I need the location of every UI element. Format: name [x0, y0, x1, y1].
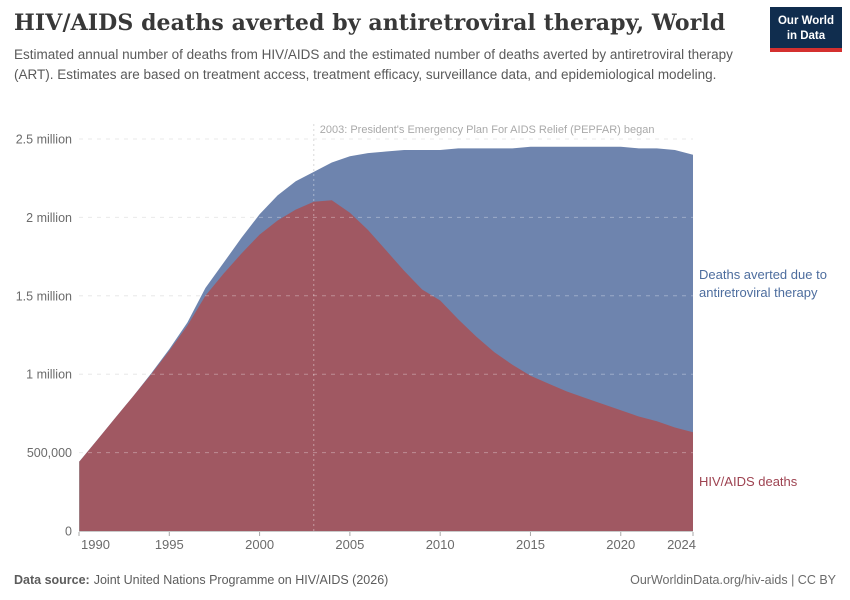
owid-logo: Our World in Data — [769, 7, 842, 52]
y-axis-label: 500,000 — [27, 446, 72, 460]
data-source: Data source: Joint United Nations Program… — [14, 573, 388, 587]
attribution: OurWorldinData.org/hiv-aids | CC BY — [630, 573, 836, 587]
x-axis-label: 2015 — [516, 537, 545, 552]
pepfar-annotation: 2003: President's Emergency Plan For AID… — [320, 124, 655, 136]
x-axis-label: 2024 — [667, 537, 696, 552]
data-source-label: Data source: — [14, 573, 90, 587]
y-axis-label: 2.5 million — [16, 133, 72, 147]
owid-logo-line2: in Data — [786, 29, 826, 42]
data-source-value: Joint United Nations Programme on HIV/AI… — [93, 573, 389, 587]
chart-footer: Data source: Joint United Nations Program… — [14, 573, 836, 587]
owid-logo-line1: Our World — [777, 15, 834, 27]
x-axis-label: 1995 — [155, 537, 184, 552]
y-axis-label: 2 million — [26, 211, 72, 225]
area-hiv-deaths — [79, 200, 693, 531]
y-axis-label: 1 million — [26, 368, 72, 382]
x-axis-label: 2020 — [606, 537, 635, 552]
x-axis-label: 2005 — [335, 537, 364, 552]
series-label-deaths: HIV/AIDS deaths — [699, 474, 798, 489]
y-axis-label: 0 — [65, 525, 72, 539]
page-title: HIV/AIDS deaths averted by antiretrovira… — [14, 10, 726, 36]
y-axis-label: 1.5 million — [16, 289, 72, 303]
series-label-averted: Deaths averted due to antiretroviral the… — [699, 267, 827, 300]
x-axis-label: 2000 — [245, 537, 274, 552]
chart-header: HIV/AIDS deaths averted by antiretrovira… — [14, 10, 836, 86]
x-axis-label: 1990 — [81, 537, 110, 552]
x-axis-label: 2010 — [426, 537, 455, 552]
chart-subtitle: Estimated annual number of deaths from H… — [14, 47, 733, 83]
stacked-area-chart: 0 500,000 1 million 1.5 million 2 million 2.5… — [16, 124, 696, 552]
